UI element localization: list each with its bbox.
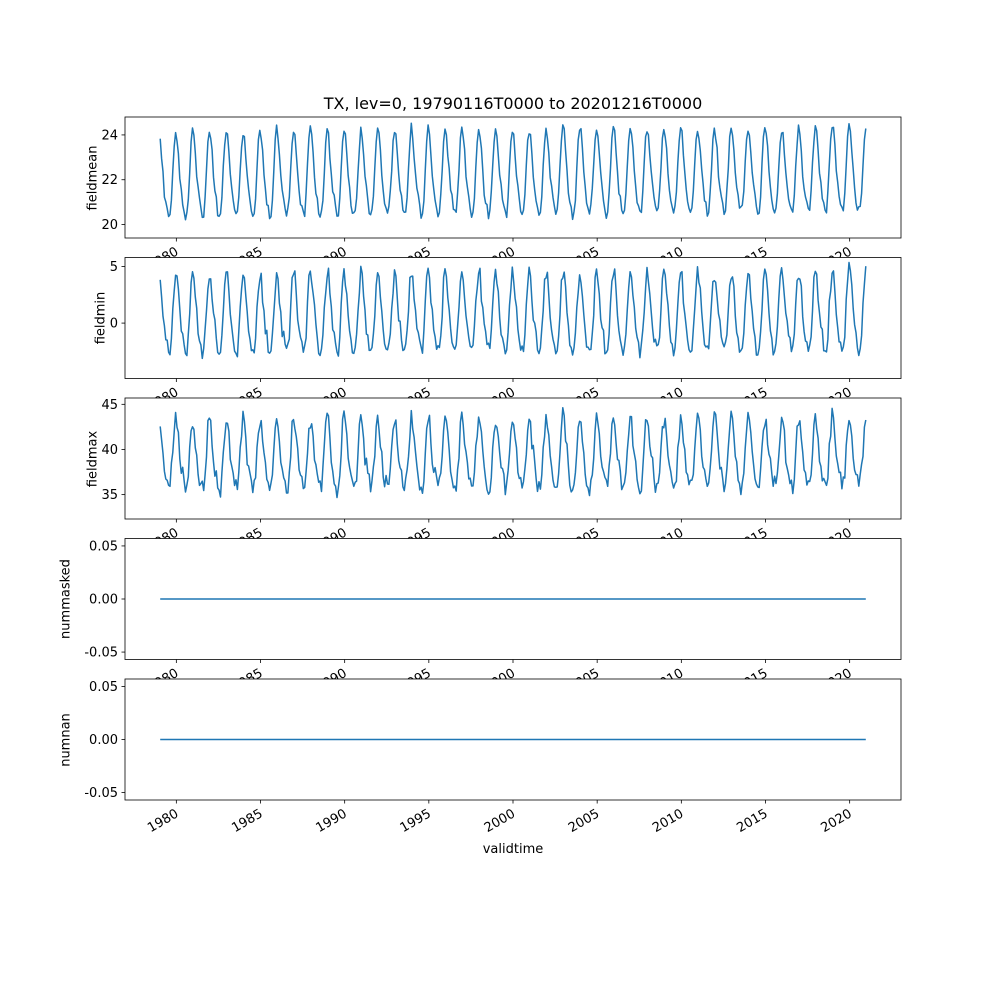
y-axis-label-fieldmax: fieldmax — [85, 430, 101, 487]
x-tick-label: 2020 — [818, 806, 854, 836]
y-tick-label: 24 — [101, 128, 118, 143]
y-axis-label-fieldmin: fieldmin — [93, 291, 109, 345]
y-tick-label: -0.05 — [84, 786, 118, 801]
y-tick-label: 22 — [101, 173, 118, 188]
x-tick-label: 1995 — [398, 806, 434, 836]
data-line-fieldmax — [159, 406, 867, 499]
y-tick-label: 20 — [101, 218, 118, 233]
x-tick-label: 1980 — [145, 806, 181, 836]
subplot-nummasked: -0.050.000.05198019851990199520002005201… — [84, 538, 902, 696]
chart-title: TX, lev=0, 19790116T0000 to 20201216T000… — [323, 94, 703, 113]
y-tick-label: 0.05 — [89, 680, 118, 695]
y-tick-label: 40 — [101, 443, 118, 458]
y-tick-label: 35 — [101, 488, 118, 503]
data-line-fieldmean — [159, 122, 867, 221]
y-tick-label: 0 — [110, 317, 118, 332]
x-tick-label: 2000 — [482, 806, 518, 836]
subplot-fieldmean: 2022241980198519901995200020052010201520… — [101, 116, 902, 274]
y-tick-label: 5 — [110, 260, 118, 275]
x-tick-label: 2005 — [566, 806, 602, 836]
y-tick-label: 0.00 — [89, 733, 118, 748]
axes-background — [125, 398, 901, 519]
axes-background — [125, 117, 901, 238]
x-tick-label: 2015 — [734, 806, 770, 836]
y-axis-label-fieldmean: fieldmean — [85, 145, 101, 210]
y-tick-label: 0.00 — [89, 593, 118, 608]
x-tick-label: 1990 — [314, 806, 350, 836]
x-tick-label: 2010 — [650, 806, 686, 836]
subplot-numnan: -0.05 0.00 0.05 1980 1985 1990 1995 2000 2005 201… — [84, 678, 902, 836]
y-tick-label: 45 — [101, 398, 118, 413]
x-tick-label: 1985 — [229, 806, 265, 836]
y-axis-label-numnan: numnan — [58, 712, 74, 767]
y-axis-label-nummasked: nummasked — [58, 559, 74, 639]
y-tick-label: -0.05 — [84, 646, 118, 661]
y-tick-label: 0.05 — [89, 539, 118, 554]
x-axis-label: validtime — [482, 842, 544, 857]
subplot-fieldmax: 3540451980198519901995200020052010201520… — [101, 397, 902, 555]
data-line-fieldmin — [159, 261, 867, 360]
